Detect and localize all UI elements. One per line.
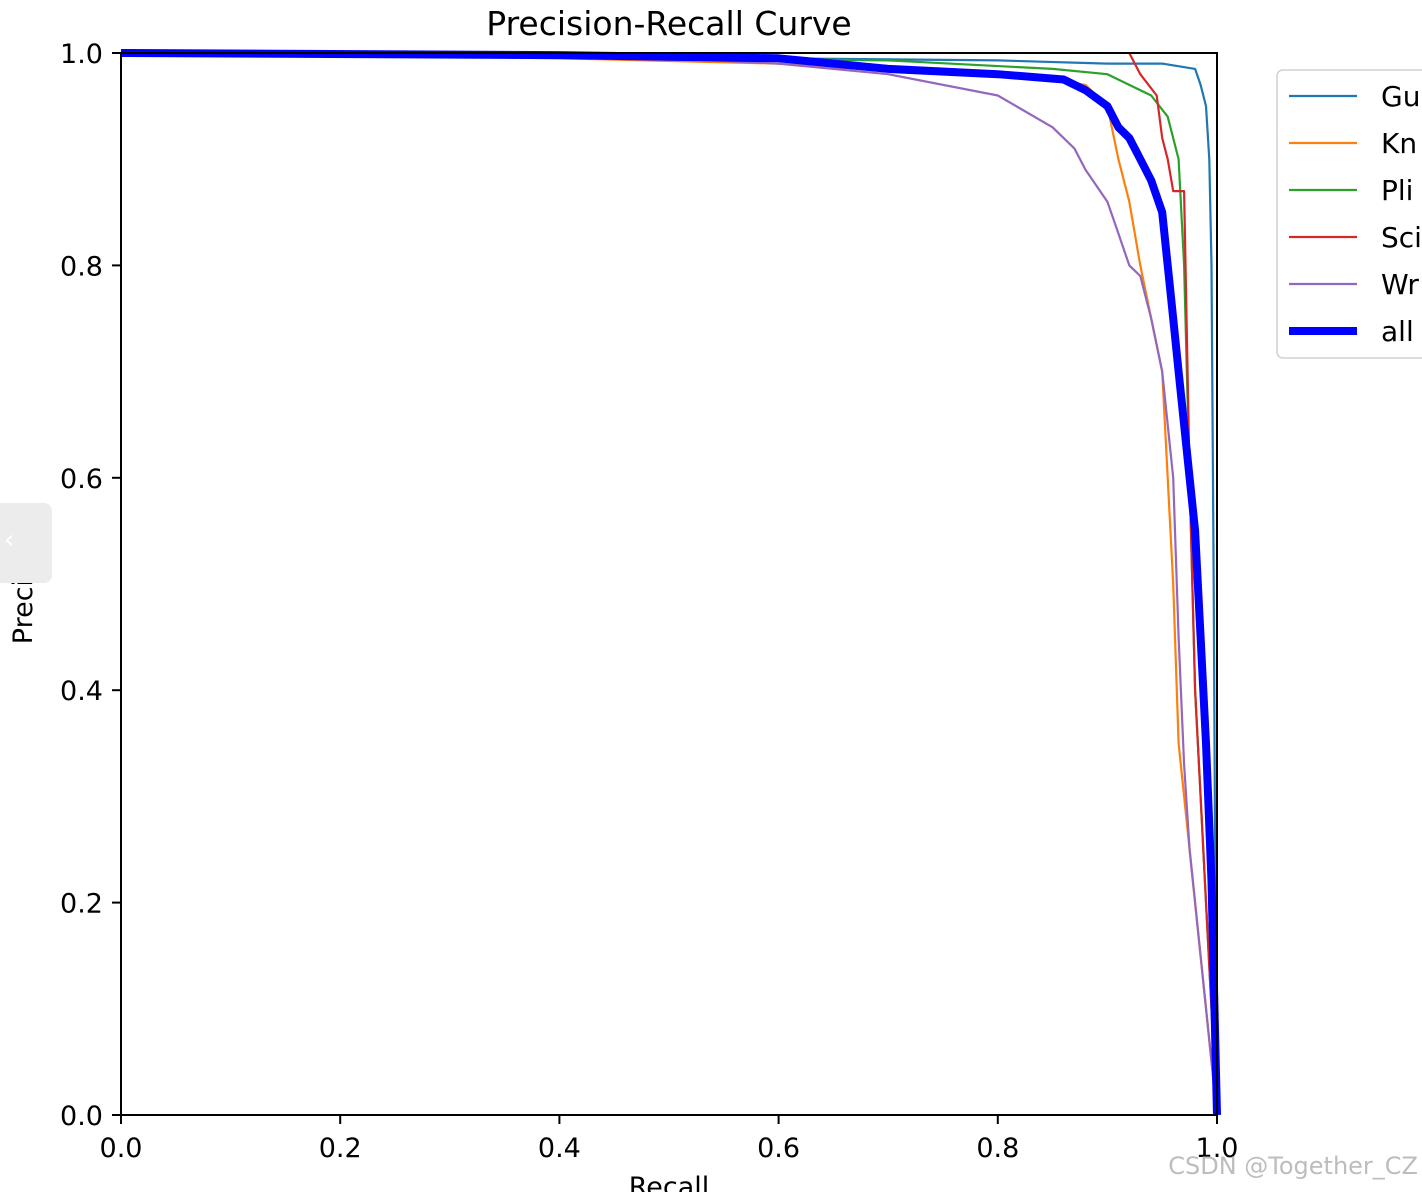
x-axis-title: Recall <box>629 1172 710 1192</box>
x-tick-label: 0.6 <box>757 1133 800 1164</box>
legend-label-sci: Sci <box>1381 221 1422 254</box>
legend-label-all: all <box>1381 315 1414 348</box>
series-line-gu <box>120 51 1219 1116</box>
legend-items: Gu Kn Pli Sci Wr all <box>1289 80 1422 348</box>
x-tick-label: 1.0 <box>1196 1133 1239 1164</box>
y-tick-label: 0.4 <box>60 676 103 707</box>
x-axis: 0.0 0.2 0.4 0.6 0.8 1.0 <box>100 1115 1239 1164</box>
y-tick-label: 0.8 <box>60 251 103 282</box>
chart-title: Precision-Recall Curve <box>486 4 851 43</box>
y-tick-label: 0.6 <box>60 464 103 495</box>
series-line-wr <box>120 51 1219 1116</box>
x-tick-label: 0.8 <box>976 1133 1019 1164</box>
series-layer <box>120 49 1221 1116</box>
legend-label-pli: Pli <box>1381 174 1413 207</box>
legend-label-gu: Gu <box>1381 80 1420 113</box>
series-line-sci <box>1128 52 1219 1116</box>
series-line-all <box>120 49 1221 1116</box>
x-tick-label: 0.0 <box>100 1133 143 1164</box>
series-line-pli <box>120 51 1219 1116</box>
chevron-left-icon: ‹ <box>4 525 15 555</box>
series-line-kn <box>120 51 1219 1116</box>
legend-label-kn: Kn <box>1381 127 1417 160</box>
watermark: CSDN @Together_CZ <box>1168 1152 1418 1180</box>
plot-frame <box>120 52 1218 1116</box>
side-panel-toggle[interactable]: ‹ <box>0 503 52 583</box>
y-tick-label: 0.0 <box>60 1101 103 1132</box>
x-tick-label: 0.4 <box>538 1133 581 1164</box>
x-tick-label: 0.2 <box>319 1133 362 1164</box>
y-axis: 0.0 0.2 0.4 0.6 0.8 1.0 <box>60 39 121 1132</box>
legend: Gu Kn Pli Sci Wr all <box>1276 69 1422 359</box>
y-tick-label: 1.0 <box>60 39 103 70</box>
legend-label-wr: Wr <box>1381 268 1419 301</box>
y-tick-label: 0.2 <box>60 889 103 920</box>
